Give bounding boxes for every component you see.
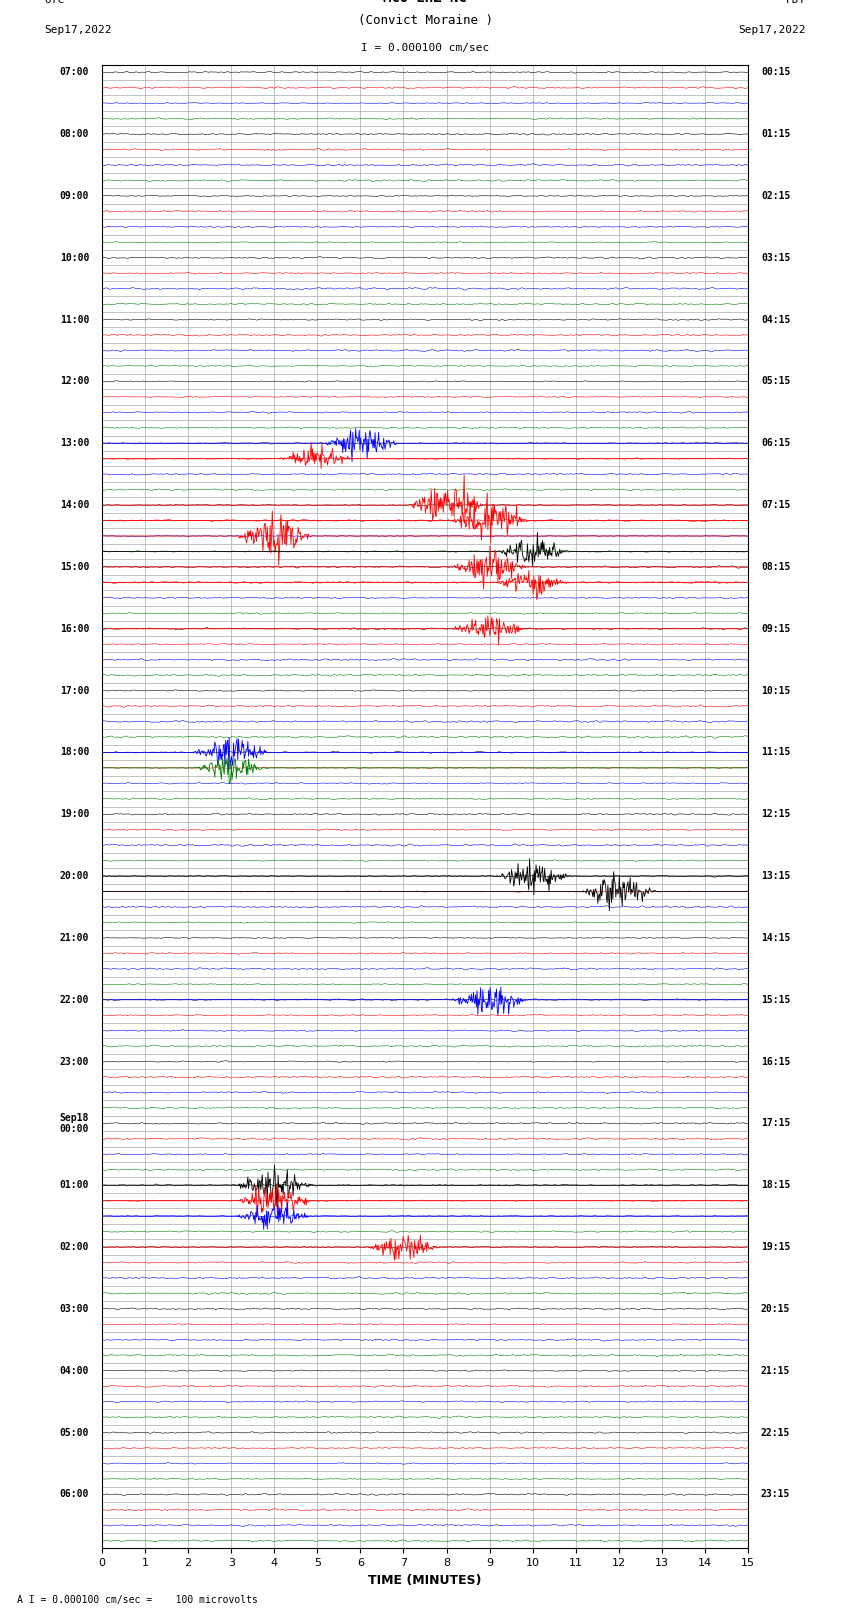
Text: 03:15: 03:15 (761, 253, 790, 263)
Text: 01:15: 01:15 (761, 129, 790, 139)
Text: 11:00: 11:00 (60, 315, 89, 324)
Text: 01:00: 01:00 (60, 1181, 89, 1190)
Text: 21:15: 21:15 (761, 1366, 790, 1376)
Text: 21:00: 21:00 (60, 932, 89, 944)
Text: 20:00: 20:00 (60, 871, 89, 881)
Text: I = 0.000100 cm/sec: I = 0.000100 cm/sec (361, 42, 489, 53)
Text: 04:00: 04:00 (60, 1366, 89, 1376)
Text: Sep17,2022: Sep17,2022 (739, 24, 806, 35)
Text: 14:00: 14:00 (60, 500, 89, 510)
Text: 22:15: 22:15 (761, 1428, 790, 1437)
Text: 17:00: 17:00 (60, 686, 89, 695)
Text: 16:15: 16:15 (761, 1057, 790, 1066)
Text: 17:15: 17:15 (761, 1118, 790, 1129)
Text: 14:15: 14:15 (761, 932, 790, 944)
Text: 04:15: 04:15 (761, 315, 790, 324)
Text: 02:15: 02:15 (761, 190, 790, 202)
Text: 15:15: 15:15 (761, 995, 790, 1005)
Text: 02:00: 02:00 (60, 1242, 89, 1252)
Text: MCO EHZ NC: MCO EHZ NC (383, 0, 467, 5)
Text: 22:00: 22:00 (60, 995, 89, 1005)
Text: 13:00: 13:00 (60, 439, 89, 448)
Text: 13:15: 13:15 (761, 871, 790, 881)
Text: UTC: UTC (44, 0, 64, 5)
Text: 09:00: 09:00 (60, 190, 89, 202)
Text: 20:15: 20:15 (761, 1303, 790, 1315)
Text: 08:00: 08:00 (60, 129, 89, 139)
Text: (Convict Moraine ): (Convict Moraine ) (358, 15, 492, 27)
Text: A I = 0.000100 cm/sec =    100 microvolts: A I = 0.000100 cm/sec = 100 microvolts (17, 1595, 258, 1605)
Text: 15:00: 15:00 (60, 561, 89, 573)
Text: 08:15: 08:15 (761, 561, 790, 573)
Text: 05:15: 05:15 (761, 376, 790, 387)
Text: 03:00: 03:00 (60, 1303, 89, 1315)
Text: 12:00: 12:00 (60, 376, 89, 387)
Text: 12:15: 12:15 (761, 810, 790, 819)
Text: 19:00: 19:00 (60, 810, 89, 819)
Text: 07:00: 07:00 (60, 68, 89, 77)
Text: 00:15: 00:15 (761, 68, 790, 77)
Text: 18:15: 18:15 (761, 1181, 790, 1190)
Text: Sep18
00:00: Sep18 00:00 (60, 1113, 89, 1134)
Text: 06:00: 06:00 (60, 1489, 89, 1500)
Text: 10:15: 10:15 (761, 686, 790, 695)
Text: 09:15: 09:15 (761, 624, 790, 634)
X-axis label: TIME (MINUTES): TIME (MINUTES) (368, 1574, 482, 1587)
Text: 18:00: 18:00 (60, 747, 89, 758)
Text: 23:00: 23:00 (60, 1057, 89, 1066)
Text: 05:00: 05:00 (60, 1428, 89, 1437)
Text: PDT: PDT (786, 0, 806, 5)
Text: 11:15: 11:15 (761, 747, 790, 758)
Text: 16:00: 16:00 (60, 624, 89, 634)
Text: 23:15: 23:15 (761, 1489, 790, 1500)
Text: 07:15: 07:15 (761, 500, 790, 510)
Text: 10:00: 10:00 (60, 253, 89, 263)
Text: Sep17,2022: Sep17,2022 (44, 24, 111, 35)
Text: 19:15: 19:15 (761, 1242, 790, 1252)
Text: 06:15: 06:15 (761, 439, 790, 448)
